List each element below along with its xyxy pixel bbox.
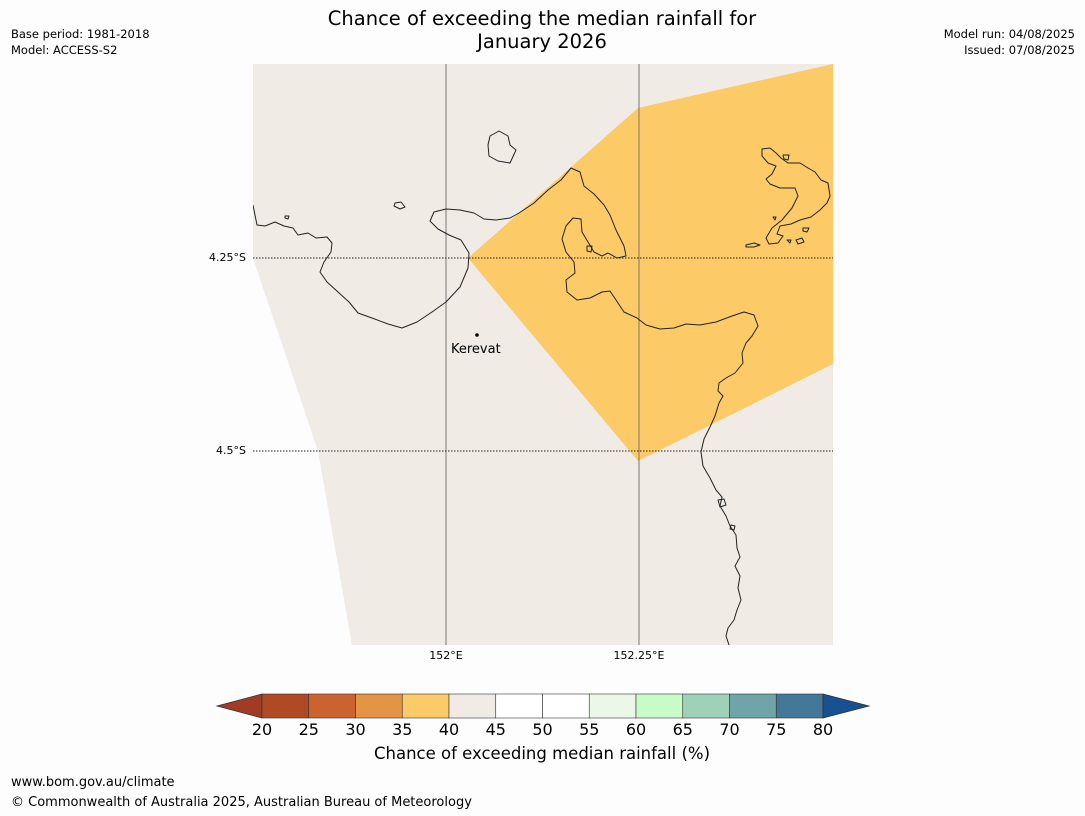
meta-left: Base period: 1981-2018 Model: ACCESS-S2 (11, 26, 150, 58)
colorbar-tick-label: 80 (812, 720, 834, 739)
base-period: Base period: 1981-2018 (11, 27, 150, 41)
colorbar-segment (401, 693, 450, 719)
colorbar-segment (729, 693, 777, 719)
issued-date: Issued: 07/08/2025 (964, 43, 1075, 57)
colorbar-segments (215, 693, 871, 719)
island-north (487, 130, 517, 164)
duke-of-york-islands (761, 147, 831, 245)
colorbar-tick-label: 60 (625, 720, 647, 739)
colorbar-tick-label: 75 (766, 720, 787, 739)
islet-2 (284, 215, 290, 220)
kerevat-marker (475, 333, 479, 337)
colorbar-segment (635, 693, 684, 719)
colorbar-segment (355, 693, 403, 719)
colorbar-tick-label: 65 (672, 720, 693, 739)
islet-4 (795, 237, 805, 245)
coastline-gazelle-west (253, 167, 759, 645)
map-title: Chance of exceeding the median rainfall … (242, 7, 842, 53)
lat-label-4-5s: 4.5°S (216, 444, 246, 457)
coastline (253, 130, 831, 645)
colorbar-tick-label: 40 (438, 720, 460, 739)
lon-label-152-25e: 152.25°E (613, 649, 665, 662)
map-title-line2: January 2026 (477, 30, 607, 53)
colorbar-segment (588, 693, 637, 719)
lon-label-152e: 152°E (429, 649, 463, 662)
colorbar-extend-high (822, 693, 871, 719)
islet-5 (802, 227, 810, 233)
colorbar-segment (448, 693, 497, 719)
place-label-kerevat: Kerevat (451, 342, 501, 357)
colorbar-title: Chance of exceeding median rainfall (%) (373, 744, 711, 763)
colorbar-tick-label: 25 (298, 720, 319, 739)
islet-9 (717, 498, 727, 508)
islet-3 (745, 242, 761, 248)
colorbar-tick-label: 35 (392, 720, 413, 739)
colorbar-segment (542, 693, 590, 719)
islet-11 (586, 245, 593, 253)
forecast-region-35-40 (468, 64, 833, 461)
model-run: Model run: 04/08/2025 (943, 27, 1075, 41)
colorbar-extend-low (215, 693, 263, 719)
islet-7 (786, 239, 792, 244)
colorbar-segment (682, 693, 730, 719)
colorbar-segment (775, 693, 824, 719)
colorbar-tick-label: 55 (579, 720, 600, 739)
colorbar-tick-label: 20 (251, 720, 273, 739)
colorbar-tick-label: 70 (719, 720, 740, 739)
colorbar-segment (308, 693, 356, 719)
lat-label-4-25s: 4.25°S (209, 251, 246, 264)
meta-right: Model run: 04/08/2025 Issued: 07/08/2025 (944, 26, 1075, 58)
colorbar-tick-label: 45 (485, 720, 506, 739)
colorbar-segment (261, 693, 310, 719)
islet-6 (782, 154, 790, 161)
islet-10 (729, 524, 736, 531)
colorbar-tick-label: 50 (532, 720, 553, 739)
islet-8 (772, 216, 777, 221)
colorbar-segment (495, 693, 543, 719)
model-name: Model: ACCESS-S2 (11, 43, 118, 57)
footer-copyright: © Commonwealth of Australia 2025, Austra… (11, 795, 472, 810)
map-area (253, 64, 833, 645)
map-title-line1: Chance of exceeding the median rainfall … (327, 7, 757, 30)
islet-1 (393, 201, 406, 210)
colorbar-tick-label: 30 (345, 720, 366, 739)
footer-url[interactable]: www.bom.gov.au/climate (11, 775, 175, 790)
